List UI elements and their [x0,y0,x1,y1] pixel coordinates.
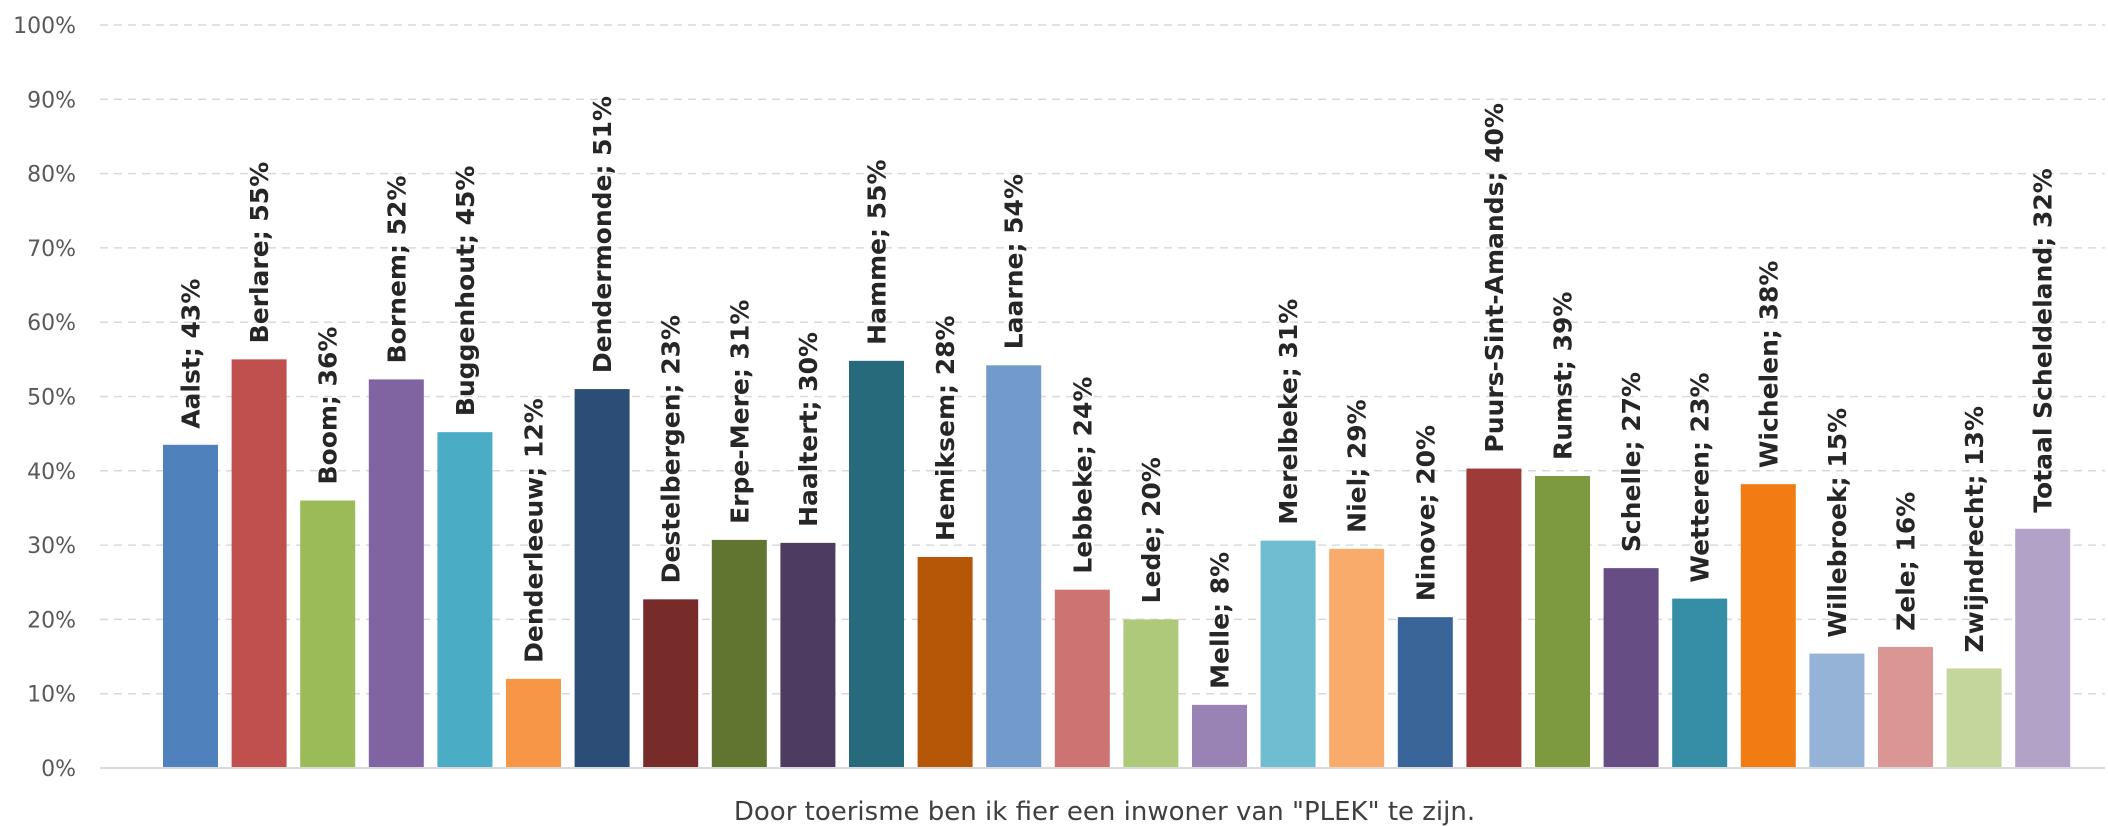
y-tick-label: 40% [27,460,76,485]
y-tick-label: 50% [27,386,76,411]
bar [1603,568,1659,768]
data-label: Haaltert; 30% [794,332,823,527]
y-tick-label: 60% [27,311,76,336]
data-label: Puurs-Sint-Amands; 40% [1480,103,1509,453]
data-label: Wetteren; 23% [1686,372,1715,582]
y-tick-label: 90% [27,88,76,113]
data-label: Schelle; 27% [1617,372,1646,552]
bar [231,359,287,768]
bar [1466,468,1522,768]
bar [1329,548,1385,768]
data-label: Berlare; 55% [245,162,274,344]
data-label: Totaal Scheldeland; 32% [2029,168,2058,513]
bar [1192,704,1247,768]
data-label: Laarne; 54% [1000,174,1029,349]
x-axis-title: Door toerisme ben ik fier een inwoner va… [734,797,1475,826]
data-label: Dendermonde; 51% [588,96,617,373]
data-label: Hamme; 55% [863,159,892,344]
data-label: Lede; 20% [1137,457,1166,603]
data-label: Zele; 16% [1892,492,1921,631]
data-label: Erpe-Mere; 31% [725,300,754,524]
bar [1535,476,1590,768]
bar [986,365,1042,768]
bar [1054,589,1110,768]
bar [780,542,836,768]
y-tick-label: 100% [13,14,76,39]
data-label: Lebbeke; 24% [1068,377,1097,574]
y-tick-label: 10% [27,683,76,708]
bar [917,556,973,768]
bar [849,360,904,768]
bar [437,432,493,768]
data-label: Destelbergen; 23% [657,315,686,583]
y-tick-label: 80% [27,163,76,188]
data-label: Hemiksem; 28% [931,315,960,541]
bar [2015,528,2071,768]
data-label: Willebroek; 15% [1823,408,1852,638]
data-label: Rumst; 39% [1549,292,1578,460]
y-tick-label: 20% [27,608,76,633]
bar [506,678,561,768]
data-label: Ninove; 20% [1411,425,1440,601]
data-label: Zwijndrecht; 13% [1960,406,1989,652]
bar [711,539,767,768]
bar [368,379,424,768]
y-tick-label: 70% [27,237,76,262]
y-axis-ticks: 0% 10% 20% 30% 40% 50% 60% 70% 80% 90% 100% [13,14,76,782]
bar [1123,619,1179,768]
data-labels: Aalst; 43% Berlare; 55% Boom; 36% Bornem; 5… [177,96,2058,689]
data-label: Denderleeuw; 12% [520,398,549,663]
bar [1397,617,1453,768]
bar [1809,653,1865,768]
data-label: Bornem; 52% [382,176,411,364]
data-label: Merelbeke; 31% [1274,299,1303,525]
bar [1740,484,1796,768]
bar [1946,668,2002,768]
bar [643,599,699,768]
bar [1260,540,1316,768]
bar [574,389,630,768]
data-label: Buggenhout; 45% [451,165,480,416]
bar [1878,646,1933,768]
bars [163,359,2071,768]
data-label: Wichelen; 38% [1754,261,1783,469]
bar [300,500,356,768]
y-tick-label: 30% [27,534,76,559]
bar [1672,598,1728,768]
data-label: Aalst; 43% [177,279,206,429]
data-label: Niel; 29% [1343,399,1372,533]
bar [163,444,218,768]
y-tick-label: 0% [41,757,76,782]
data-label: Boom; 36% [314,327,343,485]
data-label: Melle; 8% [1206,552,1235,689]
